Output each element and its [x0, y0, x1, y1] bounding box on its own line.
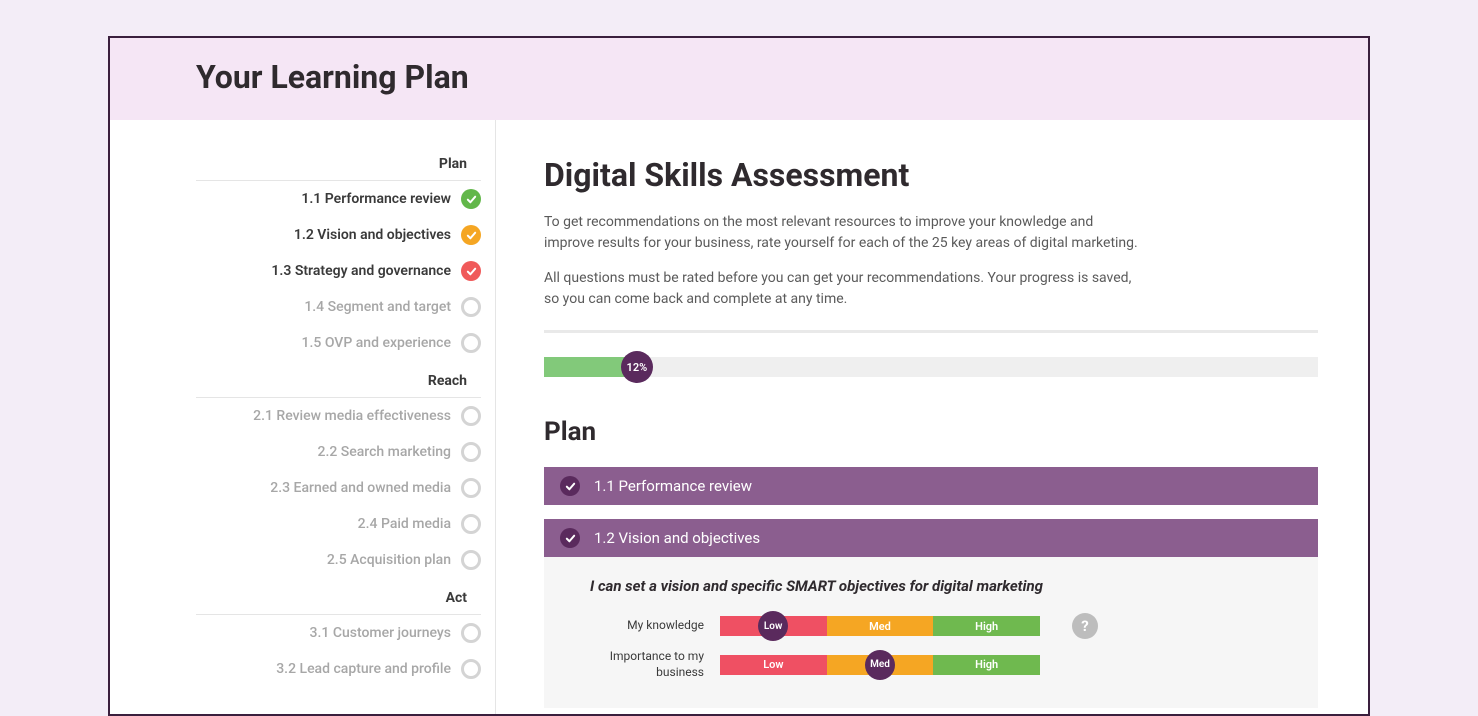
status-empty-icon: [461, 550, 481, 570]
accordion-header[interactable]: 1.2 Vision and objectives: [544, 519, 1318, 557]
check-icon: [560, 476, 580, 496]
status-empty-icon: [461, 442, 481, 462]
sidebar-item[interactable]: 3.1 Customer journeys: [196, 615, 495, 651]
sidebar-item[interactable]: 1.2 Vision and objectives: [196, 217, 495, 253]
sidebar: Plan 1.1 Performance review 1.2 Vision and…: [196, 120, 496, 716]
sidebar-item-label: 1.3 Strategy and governance: [271, 263, 451, 279]
accordion-header[interactable]: 1.1 Performance review: [544, 467, 1318, 505]
content-area: Plan 1.1 Performance review 1.2 Vision and…: [110, 120, 1368, 716]
sidebar-item[interactable]: 2.4 Paid media: [196, 506, 495, 542]
sidebar-item-label: 2.4 Paid media: [358, 516, 451, 532]
sidebar-item[interactable]: 1.5 OVP and experience: [196, 325, 495, 361]
sidebar-section-title: Act: [196, 590, 481, 615]
rating-bar: LowMedHighMed: [720, 655, 1040, 675]
status-empty-icon: [461, 406, 481, 426]
rating-label: Importance to my business: [574, 649, 704, 680]
sidebar-item-label: 1.5 OVP and experience: [302, 335, 451, 351]
sidebar-item-label: 1.4 Segment and target: [304, 299, 451, 315]
accordion-title: 1.1 Performance review: [594, 477, 752, 495]
progress-badge: 12%: [621, 351, 653, 383]
rating-row: My knowledgeLowMedHighLow?: [574, 613, 1288, 639]
sidebar-section-title: Plan: [196, 156, 481, 181]
sidebar-item-label: 2.1 Review media effectiveness: [253, 408, 451, 424]
divider: [544, 330, 1318, 333]
status-check-icon: [461, 225, 481, 245]
progress-bar: 12%: [544, 357, 1318, 377]
sidebar-item[interactable]: 1.3 Strategy and governance: [196, 253, 495, 289]
accordion-list: 1.1 Performance review 1.2 Vision and obj…: [544, 467, 1318, 708]
assessment-title: Digital Skills Assessment: [544, 156, 1318, 194]
rating-segment-high[interactable]: High: [933, 616, 1040, 636]
accordion: 1.2 Vision and objectives I can set a vis…: [544, 519, 1318, 708]
rating-segment-med[interactable]: Med: [827, 616, 934, 636]
help-icon[interactable]: ?: [1072, 613, 1098, 639]
main-panel: Digital Skills Assessment To get recomme…: [496, 120, 1368, 716]
status-check-icon: [461, 189, 481, 209]
status-empty-icon: [461, 297, 481, 317]
sidebar-item-label: 3.1 Customer journeys: [310, 625, 451, 641]
intro-text-2: All questions must be rated before you c…: [544, 268, 1144, 310]
rating-label: My knowledge: [574, 618, 704, 634]
accordion-body: I can set a vision and specific SMART ob…: [544, 557, 1318, 708]
status-empty-icon: [461, 333, 481, 353]
sidebar-item[interactable]: 1.4 Segment and target: [196, 289, 495, 325]
sidebar-section-title: Reach: [196, 373, 481, 398]
sidebar-item[interactable]: 3.2 Lead capture and profile: [196, 651, 495, 687]
sidebar-item[interactable]: 2.2 Search marketing: [196, 434, 495, 470]
sidebar-item[interactable]: 2.1 Review media effectiveness: [196, 398, 495, 434]
status-empty-icon: [461, 659, 481, 679]
accordion-title: 1.2 Vision and objectives: [594, 529, 760, 547]
sidebar-item-label: 1.1 Performance review: [301, 191, 451, 207]
sidebar-item[interactable]: 1.1 Performance review: [196, 181, 495, 217]
sidebar-item[interactable]: 2.3 Earned and owned media: [196, 470, 495, 506]
status-empty-icon: [461, 478, 481, 498]
rating-bar: LowMedHighLow: [720, 616, 1040, 636]
status-check-icon: [461, 261, 481, 281]
check-icon: [560, 528, 580, 548]
question-prompt: I can set a vision and specific SMART ob…: [574, 577, 1288, 595]
rating-segment-low[interactable]: Low: [720, 616, 827, 636]
accordion: 1.1 Performance review: [544, 467, 1318, 505]
sidebar-item-label: 3.2 Lead capture and profile: [276, 661, 451, 677]
intro-text-1: To get recommendations on the most relev…: [544, 212, 1144, 254]
sidebar-item[interactable]: 2.5 Acquisition plan: [196, 542, 495, 578]
rating-segment-low[interactable]: Low: [720, 655, 827, 675]
sidebar-item-label: 2.3 Earned and owned media: [270, 480, 451, 496]
page-title: Your Learning Plan: [196, 58, 1282, 96]
sidebar-item-label: 2.2 Search marketing: [317, 444, 451, 460]
sidebar-item-label: 2.5 Acquisition plan: [327, 552, 451, 568]
plan-section-title: Plan: [544, 417, 1318, 447]
rating-segment-high[interactable]: High: [933, 655, 1040, 675]
status-empty-icon: [461, 623, 481, 643]
page-header: Your Learning Plan: [110, 38, 1368, 120]
rating-row: Importance to my business LowMedHighMed: [574, 649, 1288, 680]
progress-label: 12%: [627, 361, 648, 374]
sidebar-item-label: 1.2 Vision and objectives: [294, 227, 451, 243]
status-empty-icon: [461, 514, 481, 534]
app-window: Your Learning Plan Plan 1.1 Performance r…: [108, 36, 1370, 716]
rating-segment-med[interactable]: Med: [827, 655, 934, 675]
